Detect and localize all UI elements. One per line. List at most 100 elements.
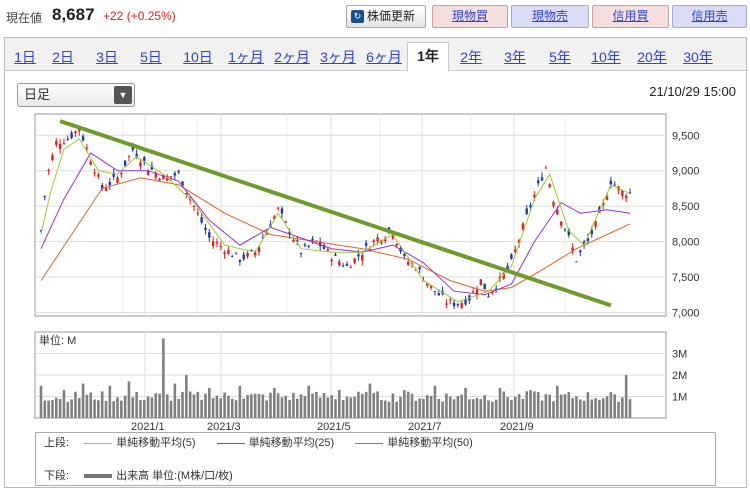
tab-6[interactable]: 1ヶ月: [228, 49, 264, 65]
candle-body: [529, 205, 532, 208]
volume-bar: [276, 393, 280, 418]
volume-bar: [326, 397, 330, 418]
volume-bar: [364, 391, 368, 418]
candle-body: [89, 161, 92, 165]
candle-body: [605, 196, 609, 200]
legend-lower-row: 下段: 出来高 単位:(M株/口/枚): [44, 469, 233, 483]
volume-bar: [601, 398, 605, 418]
candle-body: [426, 283, 429, 286]
margin-sell-button[interactable]: 信用売: [672, 5, 747, 28]
trend-line: [59, 119, 612, 308]
candle-body: [127, 155, 131, 157]
tab-7[interactable]: 2ヶ月: [274, 49, 310, 65]
tab-5[interactable]: 10日: [183, 49, 213, 65]
volume-bar: [227, 395, 230, 418]
candle-body: [544, 167, 548, 169]
candle-body: [510, 254, 513, 259]
chart-timestamp: 21/10/29 15:00: [649, 84, 736, 99]
candle-body: [85, 147, 89, 149]
volume-tick-label: 1M: [672, 392, 687, 404]
legend-upper-row: 上段: 単純移動平均(5) 単純移動平均(25) 単純移動平均(50): [44, 436, 473, 450]
volume-bar: [215, 395, 219, 418]
y-tick-label: 9,500: [672, 130, 700, 142]
tab-9[interactable]: 6ヶ月: [366, 49, 402, 65]
volume-bar: [74, 391, 77, 418]
candle-body: [93, 172, 96, 174]
candle-body: [120, 173, 123, 175]
interval-select[interactable]: 日足 ▼: [17, 83, 135, 107]
volume-bar: [58, 398, 62, 418]
volume-bar: [563, 394, 567, 418]
volume-bar: [93, 399, 96, 418]
candle-body: [594, 220, 597, 227]
candle-body: [51, 155, 54, 160]
legend-ma50-swatch: [355, 442, 384, 444]
margin-buy-button[interactable]: 信用買: [592, 5, 669, 28]
tab-15[interactable]: 20年: [637, 49, 667, 65]
candle-body: [559, 221, 563, 226]
cash-buy-button[interactable]: 現物買: [432, 5, 508, 28]
volume-bar: [173, 383, 177, 418]
legend-lower-label: 下段:: [44, 470, 70, 482]
volume-bar: [487, 400, 490, 418]
tab-8[interactable]: 3ヶ月: [320, 49, 356, 65]
volume-bar: [410, 393, 414, 418]
candle-body: [391, 234, 395, 239]
volume-bar: [207, 387, 211, 418]
volume-bar: [162, 338, 165, 418]
refresh-icon: ↻: [351, 10, 364, 23]
volume-bar: [51, 399, 54, 418]
candle-body: [292, 239, 295, 242]
candle-body: [406, 261, 410, 265]
candle-body: [319, 241, 322, 247]
tab-16[interactable]: 30年: [683, 49, 713, 65]
candle-body: [521, 223, 525, 230]
volume-bar: [628, 399, 632, 418]
volume-bar: [533, 391, 536, 418]
volume-bar: [578, 399, 582, 418]
tab-2[interactable]: 2日: [52, 49, 74, 65]
candle-body: [563, 228, 567, 230]
tab-11[interactable]: 2年: [460, 49, 482, 65]
volume-bar: [177, 398, 180, 418]
volume-bar: [556, 385, 559, 418]
tab-4[interactable]: 5日: [140, 49, 162, 65]
volume-bar: [39, 385, 43, 418]
stock-chart: 2021/1 2021/3 2021/5 2021/7 2021/9 7,000 7,500…: [34, 113, 700, 430]
candle-body: [556, 209, 559, 215]
volume-bar: [223, 392, 226, 418]
volume-bar: [418, 398, 421, 418]
candle-body: [200, 217, 203, 223]
tab-10[interactable]: 1年: [407, 42, 449, 72]
candle-body: [173, 172, 177, 176]
volume-bar: [341, 400, 345, 418]
ma5-line: [40, 138, 631, 303]
period-tabs: 1日 2日 3日 5日 10日 1ヶ月 2ヶ月 3ヶ月 6ヶ月 1年 2年 3年 5年 10年 20年 30年: [5, 38, 746, 72]
candle-body: [414, 269, 418, 271]
volume-bar: [196, 391, 200, 418]
candle-body: [299, 253, 303, 255]
refresh-price-button[interactable]: ↻ 株価更新: [346, 5, 426, 28]
candle-body: [452, 302, 456, 307]
candle-body: [112, 172, 115, 177]
volume-bar: [295, 398, 299, 418]
cash-sell-button[interactable]: 現物売: [511, 5, 589, 28]
volume-bar: [169, 400, 173, 418]
volume-bar: [311, 393, 314, 418]
candle-body: [131, 145, 134, 150]
volume-bar: [452, 399, 456, 418]
volume-bar: [521, 398, 525, 418]
candle-body: [196, 212, 200, 214]
tab-14[interactable]: 10年: [591, 49, 621, 65]
volume-bar: [529, 390, 532, 418]
candle-body: [43, 195, 47, 197]
candle-body: [517, 240, 521, 244]
volume-bar: [338, 390, 341, 418]
candle-body: [582, 241, 586, 246]
tab-1[interactable]: 1日: [14, 49, 36, 65]
tab-12[interactable]: 3年: [504, 49, 526, 65]
legend-ma50: 単純移動平均(50): [387, 437, 473, 449]
tab-3[interactable]: 3日: [96, 49, 118, 65]
candle-body: [487, 296, 490, 298]
tab-13[interactable]: 5年: [549, 49, 571, 65]
